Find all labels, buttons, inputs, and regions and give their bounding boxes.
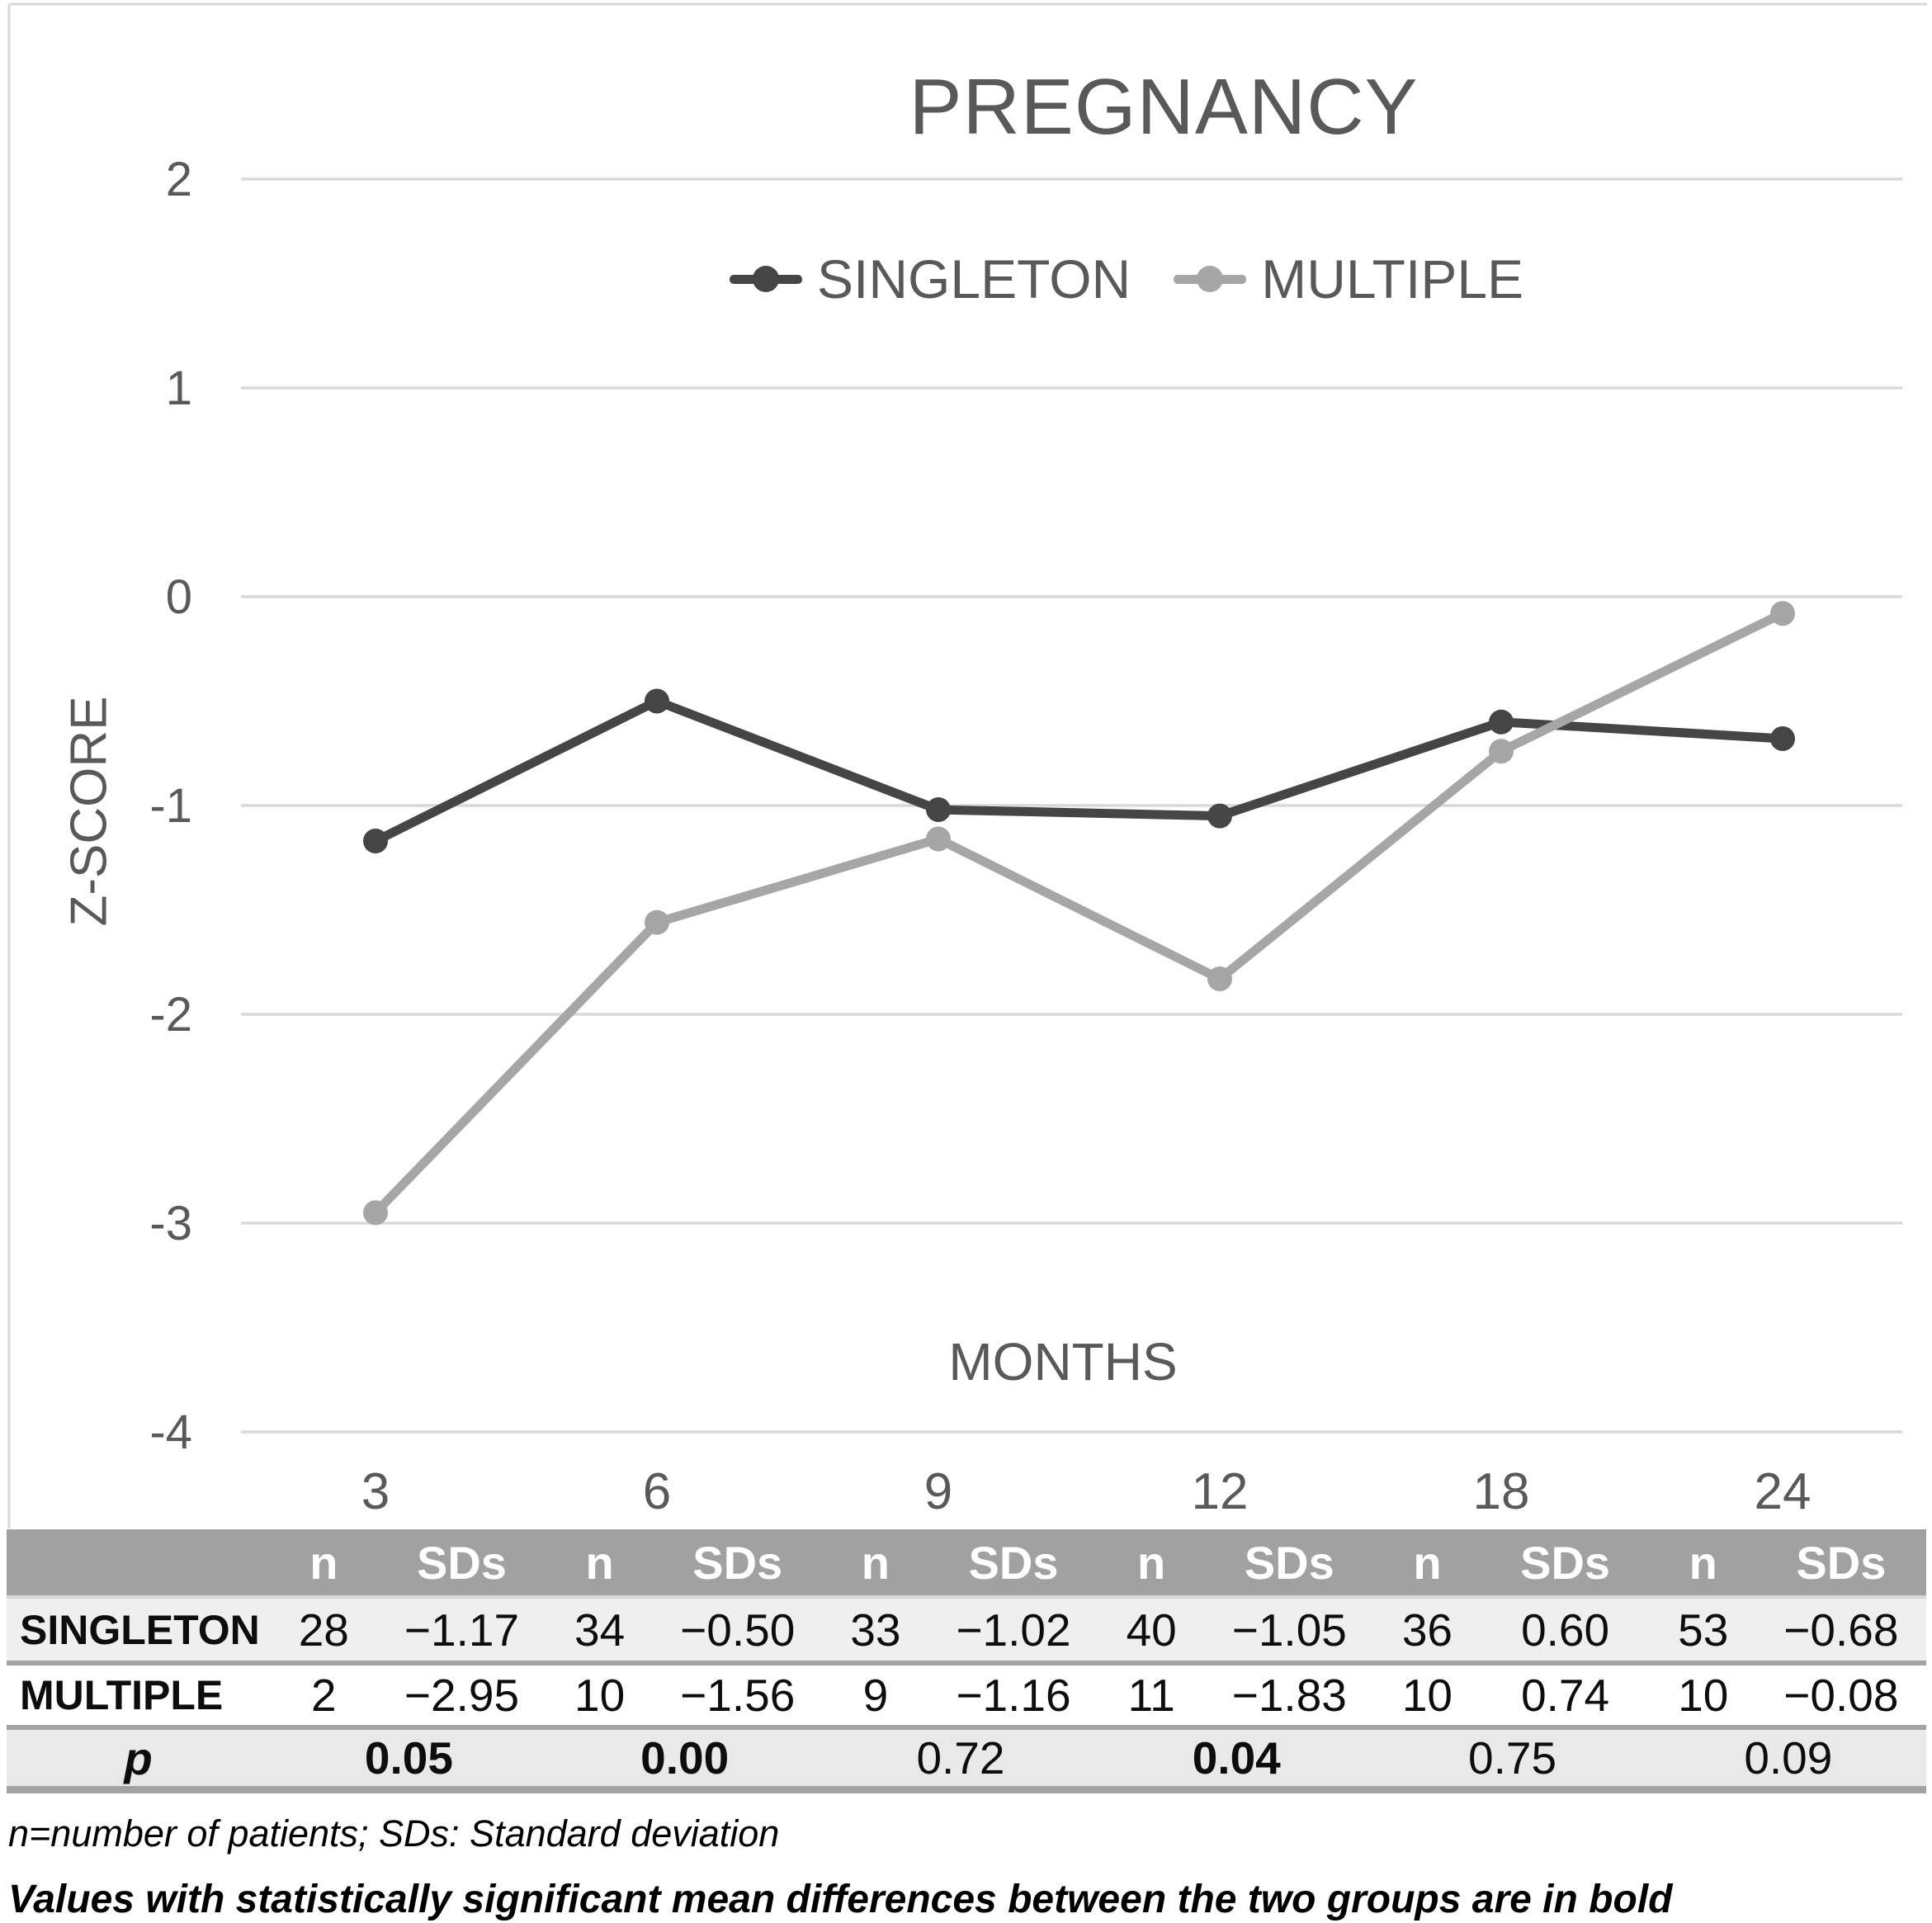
data-point-multiple-18mo (1489, 739, 1514, 764)
p-value-cell: 0.72 (822, 1727, 1099, 1793)
data-point-multiple-3mo (363, 1200, 388, 1226)
x-tick-label: 3 (361, 1463, 390, 1520)
p-value-cell: 0.75 (1374, 1727, 1651, 1793)
footnote-bold-significance: Values with statistically significant me… (8, 1877, 1673, 1921)
p-value-row: p 0.05 0.00 0.72 0.04 0.75 0.09 (7, 1727, 1926, 1793)
y-axis-title: Z-SCORE (60, 696, 118, 927)
column-header-sds-2: SDs (652, 1529, 823, 1599)
table-cell: −0.50 (652, 1597, 823, 1665)
data-point-singleton-18mo (1489, 709, 1514, 735)
table-cell: 28 (271, 1597, 377, 1665)
data-point-multiple-12mo (1207, 966, 1232, 991)
p-value-cell: 0.09 (1650, 1727, 1926, 1793)
x-tick-label: 9 (924, 1463, 952, 1520)
x-tick-label: 18 (1473, 1463, 1530, 1520)
p-value-cell: 0.04 (1098, 1727, 1375, 1793)
column-header-sds-1: SDs (376, 1529, 547, 1599)
footnotes: n=number of patients; SDs: Standard devi… (8, 1812, 1923, 1922)
data-point-singleton-12mo (1207, 803, 1232, 829)
line-chart: 2 1 0 -1 -2 -3 -4 3 6 9 12 18 24 (7, 2, 1927, 1528)
data-point-singleton-6mo (645, 688, 669, 714)
table-cell: 11 (1098, 1663, 1205, 1730)
table-cell: 10 (1374, 1663, 1481, 1730)
y-tick-label: -2 (149, 988, 192, 1042)
stats-table: n SDs n SDs n SDs n SDs n SDs n SDs SINGLETON 28 −1.17… (7, 1529, 1926, 1793)
legend-label-multiple: MULTIPLE (1261, 248, 1524, 309)
table-cell: 10 (1650, 1663, 1756, 1730)
column-header-sds-6: SDs (1755, 1529, 1926, 1599)
column-header-sds-4: SDs (1204, 1529, 1375, 1599)
table-cell: 2 (271, 1663, 377, 1730)
table-cell: 0.60 (1480, 1597, 1651, 1665)
legend-item-multiple: MULTIPLE (1174, 248, 1523, 310)
table-cell: −0.68 (1755, 1597, 1926, 1665)
x-tick-label: 6 (643, 1463, 671, 1520)
y-tick-label: -1 (149, 779, 192, 833)
table-cell: −1.02 (928, 1597, 1099, 1665)
column-header-sds-3: SDs (928, 1529, 1099, 1599)
table-header-row: n SDs n SDs n SDs n SDs n SDs n SDs (7, 1529, 1926, 1599)
footnote-abbreviations: n=number of patients; SDs: Standard devi… (8, 1812, 780, 1854)
table-cell: 34 (546, 1597, 653, 1665)
series-line-singleton (371, 697, 1788, 846)
table-row-multiple: MULTIPLE 2 −2.95 10 −1.56 9 −1.16 11 −1.83 10 0.74… (7, 1663, 1926, 1730)
data-point-singleton-3mo (363, 829, 388, 854)
stats-table-wrap: n SDs n SDs n SDs n SDs n SDs n SDs SINGLETON 28 −1.17… (7, 1529, 1926, 1793)
data-point-multiple-6mo (645, 910, 669, 935)
y-tick-label: 0 (166, 570, 192, 624)
x-tick-label: 24 (1755, 1463, 1812, 1520)
data-point-multiple-9mo (926, 826, 951, 852)
table-cell: 40 (1098, 1597, 1205, 1665)
table-cell: −1.83 (1204, 1663, 1375, 1730)
table-cell: −1.16 (928, 1663, 1099, 1730)
table-cell: −2.95 (376, 1663, 547, 1730)
row-label-multiple: MULTIPLE (7, 1663, 272, 1730)
p-value-cell: 0.05 (271, 1727, 547, 1793)
table-cell: 33 (822, 1597, 928, 1665)
legend-label-singleton: SINGLETON (817, 248, 1131, 309)
column-header-n-4: n (1098, 1529, 1205, 1599)
y-tick-label: 2 (166, 153, 192, 206)
table-corner-cell (7, 1529, 272, 1599)
table-cell: 0.74 (1480, 1663, 1651, 1730)
table-cell: −1.56 (652, 1663, 823, 1730)
series-line-multiple (371, 608, 1788, 1217)
chart-title: PREGNANCY (909, 63, 1419, 151)
column-header-n-2: n (546, 1529, 653, 1599)
data-point-multiple-24mo (1770, 601, 1795, 626)
table-cell: −0.08 (1755, 1663, 1926, 1730)
row-label-singleton: SINGLETON (7, 1597, 272, 1665)
table-cell: 10 (546, 1663, 653, 1730)
y-tick-label: -4 (149, 1406, 192, 1459)
data-point-singleton-9mo (926, 797, 951, 823)
table-cell: −1.17 (376, 1597, 547, 1665)
table-cell: 36 (1374, 1597, 1481, 1665)
data-point-singleton-24mo (1770, 726, 1795, 752)
y-tick-label: 1 (166, 361, 192, 415)
column-header-n-6: n (1650, 1529, 1756, 1599)
column-header-sds-5: SDs (1480, 1529, 1651, 1599)
table-cell: 53 (1650, 1597, 1756, 1665)
table-cell: 9 (822, 1663, 928, 1730)
chart-legend: SINGLETON MULTIPLE (730, 248, 1523, 310)
p-value-cell: 0.00 (546, 1727, 823, 1793)
column-header-n-1: n (271, 1529, 377, 1599)
x-axis-title: MONTHS (948, 1332, 1178, 1391)
x-tick-label: 12 (1192, 1463, 1249, 1520)
p-row-label: p (7, 1727, 272, 1793)
table-cell: −1.05 (1204, 1597, 1375, 1665)
multiple-line-marker-icon (1174, 262, 1247, 295)
y-tick-label: -3 (149, 1197, 192, 1250)
singleton-line-marker-icon (730, 262, 802, 295)
table-row-singleton: SINGLETON 28 −1.17 34 −0.50 33 −1.02 40 −1.05 36 0… (7, 1597, 1926, 1665)
legend-item-singleton: SINGLETON (730, 248, 1131, 310)
column-header-n-5: n (1374, 1529, 1481, 1599)
column-header-n-3: n (822, 1529, 928, 1599)
